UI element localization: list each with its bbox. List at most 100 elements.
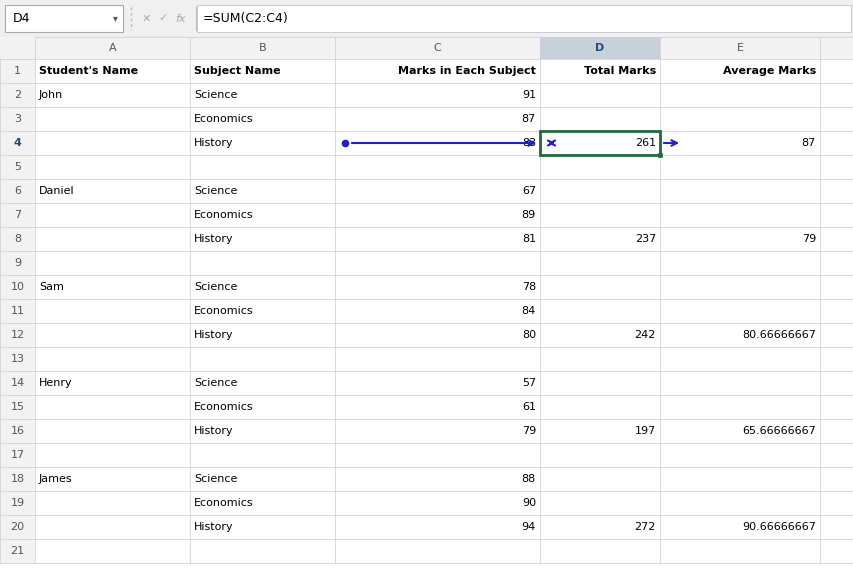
Text: 83: 83 bbox=[521, 138, 536, 148]
Text: Average Marks: Average Marks bbox=[722, 66, 815, 76]
Bar bbox=[0, 395, 35, 419]
Text: 18: 18 bbox=[10, 474, 25, 484]
Text: 87: 87 bbox=[521, 114, 536, 124]
Text: 57: 57 bbox=[521, 378, 536, 388]
Text: 7: 7 bbox=[14, 210, 21, 220]
Text: 89: 89 bbox=[521, 210, 536, 220]
Text: D: D bbox=[595, 43, 604, 53]
Bar bbox=[0, 251, 35, 275]
Bar bbox=[539, 131, 659, 155]
Text: 20: 20 bbox=[10, 522, 25, 532]
Text: C: C bbox=[433, 43, 441, 53]
Text: Science: Science bbox=[194, 186, 237, 196]
Bar bbox=[0, 179, 35, 203]
Text: 242: 242 bbox=[634, 330, 655, 340]
Text: Science: Science bbox=[194, 378, 237, 388]
Text: 2: 2 bbox=[14, 90, 21, 100]
Text: 79: 79 bbox=[801, 234, 815, 244]
Text: John: John bbox=[39, 90, 63, 100]
Text: 67: 67 bbox=[521, 186, 536, 196]
Bar bbox=[0, 515, 35, 539]
Bar bbox=[0, 155, 35, 179]
Bar bbox=[0, 227, 35, 251]
Bar bbox=[0, 539, 35, 563]
Text: ✓: ✓ bbox=[158, 13, 167, 24]
Text: 261: 261 bbox=[634, 138, 655, 148]
Bar bbox=[0, 37, 853, 59]
Text: 94: 94 bbox=[521, 522, 536, 532]
Bar bbox=[0, 347, 35, 371]
Text: 81: 81 bbox=[521, 234, 536, 244]
Text: A: A bbox=[108, 43, 116, 53]
Bar bbox=[0, 467, 35, 491]
Text: 5: 5 bbox=[14, 162, 21, 172]
Text: History: History bbox=[194, 522, 234, 532]
Text: 88: 88 bbox=[521, 474, 536, 484]
Text: 12: 12 bbox=[10, 330, 25, 340]
Text: Economics: Economics bbox=[194, 498, 253, 508]
Bar bbox=[0, 491, 35, 515]
Bar bbox=[0, 37, 35, 59]
Text: E: E bbox=[735, 43, 743, 53]
Text: 79: 79 bbox=[521, 426, 536, 436]
Bar bbox=[0, 275, 35, 299]
Bar bbox=[657, 153, 661, 157]
Text: 17: 17 bbox=[10, 450, 25, 460]
Bar bbox=[0, 83, 35, 107]
Bar bbox=[0, 0, 853, 37]
Text: 19: 19 bbox=[10, 498, 25, 508]
Text: James: James bbox=[39, 474, 73, 484]
Text: Sam: Sam bbox=[39, 282, 64, 292]
Text: Henry: Henry bbox=[39, 378, 73, 388]
Text: History: History bbox=[194, 330, 234, 340]
Bar bbox=[0, 107, 35, 131]
Text: 15: 15 bbox=[10, 402, 25, 412]
Text: 3: 3 bbox=[14, 114, 21, 124]
Text: 61: 61 bbox=[521, 402, 536, 412]
Bar bbox=[539, 37, 659, 59]
Text: Economics: Economics bbox=[194, 210, 253, 220]
Text: Economics: Economics bbox=[194, 114, 253, 124]
Text: 13: 13 bbox=[10, 354, 25, 364]
Text: =SUM(C2:C4): =SUM(C2:C4) bbox=[203, 12, 288, 25]
Text: 197: 197 bbox=[634, 426, 655, 436]
Text: Science: Science bbox=[194, 282, 237, 292]
Text: 237: 237 bbox=[634, 234, 655, 244]
Text: ✕: ✕ bbox=[141, 13, 150, 24]
Text: Student's Name: Student's Name bbox=[39, 66, 138, 76]
Text: 91: 91 bbox=[521, 90, 536, 100]
Text: 4: 4 bbox=[14, 138, 21, 148]
Text: 78: 78 bbox=[521, 282, 536, 292]
Text: Marks in Each Subject: Marks in Each Subject bbox=[397, 66, 536, 76]
Text: 80.66666667: 80.66666667 bbox=[741, 330, 815, 340]
Text: 14: 14 bbox=[10, 378, 25, 388]
Bar bbox=[0, 323, 35, 347]
Text: 65.66666667: 65.66666667 bbox=[741, 426, 815, 436]
Bar bbox=[197, 5, 850, 32]
Bar bbox=[0, 371, 35, 395]
Text: B: B bbox=[258, 43, 266, 53]
Text: Science: Science bbox=[194, 474, 237, 484]
Text: History: History bbox=[194, 426, 234, 436]
Text: Daniel: Daniel bbox=[39, 186, 74, 196]
Bar bbox=[0, 419, 35, 443]
Text: 16: 16 bbox=[10, 426, 25, 436]
Bar bbox=[0, 299, 35, 323]
Text: 6: 6 bbox=[14, 186, 21, 196]
Text: 9: 9 bbox=[14, 258, 21, 268]
Text: ▾: ▾ bbox=[113, 13, 118, 24]
Text: 21: 21 bbox=[10, 546, 25, 556]
Text: D4: D4 bbox=[13, 12, 31, 25]
Text: 8: 8 bbox=[14, 234, 21, 244]
Text: Science: Science bbox=[194, 90, 237, 100]
Text: 10: 10 bbox=[10, 282, 25, 292]
Bar bbox=[0, 443, 35, 467]
Bar bbox=[0, 59, 35, 83]
Text: 1: 1 bbox=[14, 66, 21, 76]
Bar bbox=[0, 203, 35, 227]
Text: Economics: Economics bbox=[194, 402, 253, 412]
Text: Total Marks: Total Marks bbox=[583, 66, 655, 76]
Text: 87: 87 bbox=[801, 138, 815, 148]
Text: Subject Name: Subject Name bbox=[194, 66, 281, 76]
Text: 80: 80 bbox=[521, 330, 536, 340]
